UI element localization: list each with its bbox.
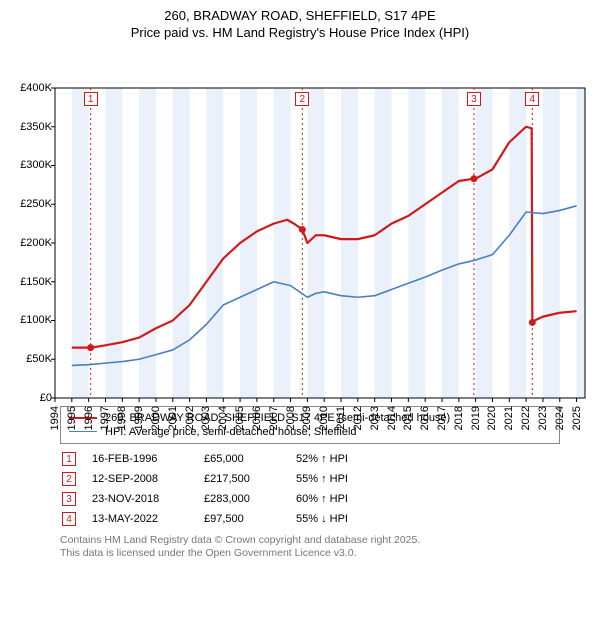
- y-tick-label: £350K: [20, 121, 52, 133]
- y-tick-label: £200K: [20, 237, 52, 249]
- transaction-price: £65,000: [204, 450, 294, 468]
- chart-marker: 3: [467, 92, 481, 106]
- x-tick-label: 2016: [419, 406, 431, 430]
- chart-marker: 4: [525, 92, 539, 106]
- x-tick-label: 2018: [453, 406, 465, 430]
- title-line-1: 260, BRADWAY ROAD, SHEFFIELD, S17 4PE: [0, 8, 600, 25]
- x-tick-label: 2002: [184, 406, 196, 430]
- transaction-price: £217,500: [204, 470, 294, 488]
- transaction-date: 12-SEP-2008: [92, 470, 202, 488]
- x-tick-label: 1996: [83, 406, 95, 430]
- line-chart: £0£50K£100K£150K£200K£250K£300K£350K£400…: [0, 46, 600, 400]
- transaction-delta: 55% ↓ HPI: [296, 510, 362, 528]
- transaction-delta: 55% ↑ HPI: [296, 470, 362, 488]
- y-tick-label: £150K: [20, 276, 52, 288]
- x-tick-label: 1998: [116, 406, 128, 430]
- transaction-row: 2 12-SEP-2008£217,50055% ↑ HPI: [62, 470, 362, 488]
- transaction-date: 16-FEB-1996: [92, 450, 202, 468]
- y-tick-label: £100K: [20, 314, 52, 326]
- y-tick-label: £0: [40, 392, 52, 404]
- x-tick-label: 2014: [386, 406, 398, 430]
- legend-swatch: [69, 431, 97, 432]
- transaction-marker: 3: [62, 492, 76, 506]
- x-tick-label: 1995: [66, 406, 78, 430]
- transaction-price: £97,500: [204, 510, 294, 528]
- transactions-table: 1 16-FEB-1996£65,00052% ↑ HPI 2 12-SEP-2008…: [60, 448, 364, 530]
- attribution: Contains HM Land Registry data © Crown c…: [60, 534, 560, 560]
- transaction-marker: 2: [62, 472, 76, 486]
- transaction-delta: 52% ↑ HPI: [296, 450, 362, 468]
- transaction-row: 3 23-NOV-2018£283,00060% ↑ HPI: [62, 490, 362, 508]
- transaction-date: 23-NOV-2018: [92, 490, 202, 508]
- x-tick-label: 2006: [251, 406, 263, 430]
- transaction-marker: 1: [62, 452, 76, 466]
- x-tick-label: 1994: [49, 406, 61, 430]
- transaction-marker: 4: [62, 512, 76, 526]
- chart-marker: 1: [84, 92, 98, 106]
- x-tick-label: 2001: [167, 406, 179, 430]
- x-tick-label: 2020: [486, 406, 498, 430]
- transaction-price: £283,000: [204, 490, 294, 508]
- attribution-line-1: Contains HM Land Registry data © Crown c…: [60, 534, 560, 547]
- x-tick-label: 2011: [335, 406, 347, 430]
- x-tick-label: 2008: [285, 406, 297, 430]
- attribution-line-2: This data is licensed under the Open Gov…: [60, 547, 560, 560]
- x-tick-label: 2015: [402, 406, 414, 430]
- x-tick-label: 2017: [436, 406, 448, 430]
- transaction-delta: 60% ↑ HPI: [296, 490, 362, 508]
- title-line-2: Price paid vs. HM Land Registry's House …: [0, 25, 600, 42]
- x-tick-label: 2021: [503, 406, 515, 430]
- x-tick-label: 2010: [318, 406, 330, 430]
- chart-container: 260, BRADWAY ROAD, SHEFFIELD, S17 4PE Pr…: [0, 0, 600, 620]
- x-tick-label: 2023: [537, 406, 549, 430]
- x-tick-label: 2012: [352, 406, 364, 430]
- x-tick-label: 2003: [200, 406, 212, 430]
- y-tick-label: £250K: [20, 198, 52, 210]
- x-tick-label: 2000: [150, 406, 162, 430]
- x-tick-label: 2009: [301, 406, 313, 430]
- x-tick-label: 2005: [234, 406, 246, 430]
- x-tick-label: 2019: [470, 406, 482, 430]
- x-tick-label: 1997: [99, 406, 111, 430]
- transaction-row: 4 13-MAY-2022£97,50055% ↓ HPI: [62, 510, 362, 528]
- y-tick-label: £300K: [20, 159, 52, 171]
- x-tick-label: 2024: [554, 406, 566, 430]
- x-tick-label: 2013: [369, 406, 381, 430]
- x-tick-label: 2007: [268, 406, 280, 430]
- y-tick-label: £400K: [20, 82, 52, 94]
- title-block: 260, BRADWAY ROAD, SHEFFIELD, S17 4PE Pr…: [0, 0, 600, 46]
- chart-marker: 2: [295, 92, 309, 106]
- x-tick-label: 2022: [520, 406, 532, 430]
- x-tick-label: 2004: [217, 406, 229, 430]
- transaction-row: 1 16-FEB-1996£65,00052% ↑ HPI: [62, 450, 362, 468]
- x-tick-label: 1999: [133, 406, 145, 430]
- transaction-date: 13-MAY-2022: [92, 510, 202, 528]
- x-tick-label: 2025: [571, 406, 583, 430]
- y-tick-label: £50K: [26, 353, 52, 365]
